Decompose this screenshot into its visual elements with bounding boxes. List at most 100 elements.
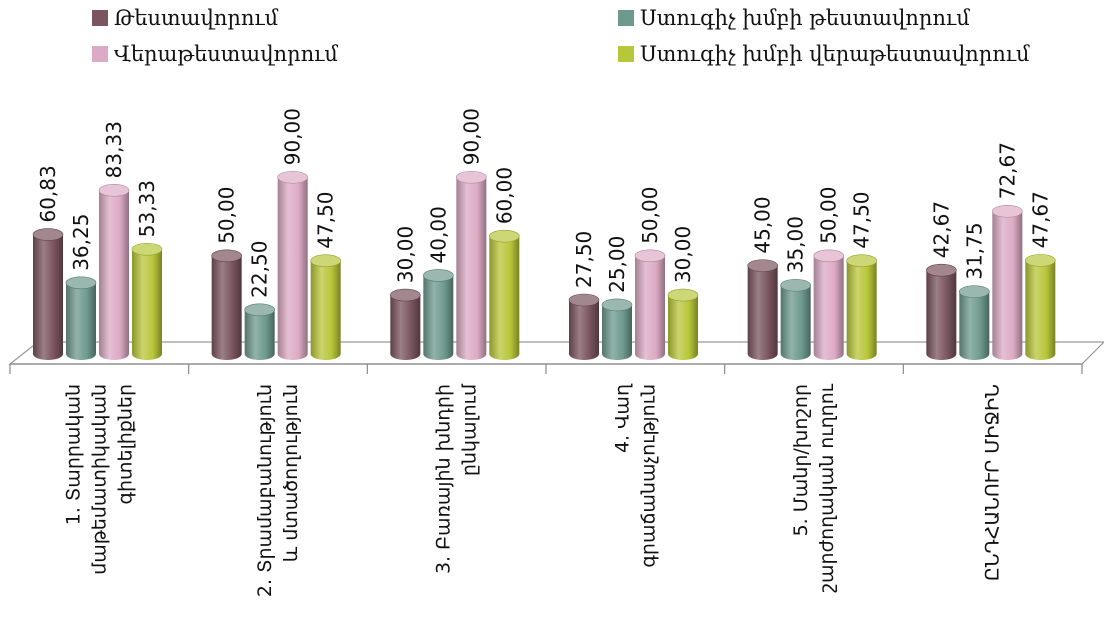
bar-top <box>667 288 699 302</box>
category-label-line: ընկալում <box>459 383 481 476</box>
legend-label-2: Ստուգիչ խմբի թեստավորում <box>640 6 970 30</box>
value-label-1-2: 50,00 <box>215 187 239 244</box>
value-label-3-2: 90,00 <box>281 108 305 165</box>
value-labels: 60,83 36,25 83,33 53,33 50,00 22,50 90,00 47,50… <box>36 108 1052 298</box>
value-label-4-5: 47,50 <box>850 191 874 248</box>
category-label-2: 2. Տրամաբանություն և մտածողություն <box>254 384 302 597</box>
value-label-1-6: 42,67 <box>929 201 953 258</box>
bar-body <box>132 249 162 360</box>
legend-item-4: Ստուգիչ խմբի վերաթեստավորում <box>618 42 1030 66</box>
bar-body <box>244 309 275 360</box>
value-label-4-6: 47,67 <box>1028 191 1052 248</box>
bar-top <box>1025 254 1056 267</box>
value-label-1-5: 45,00 <box>751 196 775 253</box>
value-label-1-3: 30,00 <box>393 226 417 283</box>
bar-body <box>277 177 308 360</box>
bar-body <box>569 299 599 360</box>
bar-top <box>959 285 990 298</box>
legend-label-1: Թեստավորում <box>114 6 279 30</box>
category-label-6: ԸՆԴՀԱՆՈՒՐ ՄԻՋԻՆ <box>982 384 1004 581</box>
bar-body <box>602 304 632 360</box>
value-label-3-3: 90,00 <box>459 108 483 165</box>
bar-top <box>634 249 666 263</box>
category-label-line: շարժողական ուղղու <box>816 383 838 592</box>
bar-body <box>747 265 778 360</box>
value-label-2-6: 31,75 <box>962 222 986 279</box>
bar-3-4 <box>634 249 666 360</box>
value-label-2-2: 22,50 <box>248 241 272 298</box>
bar-top <box>390 288 421 302</box>
bar-body <box>992 211 1023 360</box>
legend-label-3: Վերաթեստավորում <box>114 42 338 66</box>
bar-body <box>780 285 811 360</box>
bar-top <box>277 170 308 184</box>
bar-1-3 <box>390 288 421 360</box>
category-label-line: գիտելիքներ <box>114 384 136 505</box>
bar-2-2 <box>244 303 275 360</box>
bars <box>32 170 1056 360</box>
bar-1-4 <box>568 293 600 360</box>
bar-1-5 <box>747 259 778 360</box>
bar-body <box>33 234 63 360</box>
bar-4-6 <box>1025 254 1056 360</box>
bar-top <box>244 303 275 317</box>
bar-body <box>423 275 454 360</box>
value-label-3-6: 72,67 <box>995 142 1019 199</box>
legend-label-4: Ստուգիչ խմբի վերաթեստավորում <box>640 42 1030 66</box>
bar-top <box>310 254 341 268</box>
category-label-line: 4. Վաղ <box>611 383 633 453</box>
category-label-line: ԸՆԴՀԱՆՈՒՐ ՄԻՋԻՆ <box>982 384 1004 581</box>
bar-4-1 <box>131 242 163 360</box>
bar-body <box>310 260 341 360</box>
legend-item-1: Թեստավորում <box>92 6 278 30</box>
category-label-1: 1. Տարրական մաթեմատիկական գիտելիքներ <box>62 384 136 575</box>
bar-body <box>926 270 957 360</box>
bar-body <box>456 177 487 360</box>
value-label-3-1: 83,33 <box>102 121 126 178</box>
legend-swatch-2 <box>618 10 634 26</box>
bar-top <box>65 276 97 290</box>
bar-2-3 <box>423 269 454 360</box>
bar-top <box>32 228 64 241</box>
bar-3-2 <box>277 170 308 360</box>
bar-body <box>846 260 877 360</box>
value-label-4-1: 53,33 <box>135 180 159 237</box>
legend-item-3: Վերաթեստավորում <box>92 42 338 66</box>
bar-3-1 <box>98 184 130 360</box>
bar-top <box>568 293 600 307</box>
bar-body <box>813 255 844 360</box>
value-label-2-4: 25,00 <box>605 236 629 293</box>
bar-top <box>211 249 242 263</box>
bar-top <box>846 254 877 268</box>
bar-body <box>1025 260 1056 360</box>
category-labels: 1. Տարրական մաթեմատիկական գիտելիքներ 2. Տրա… <box>62 383 1003 597</box>
bar-top <box>780 278 811 292</box>
bar-top <box>813 249 844 263</box>
bar-3-5 <box>813 249 844 360</box>
bar-top <box>131 242 163 256</box>
legend-item-2: Ստուգիչ խմբի թեստավորում <box>618 6 970 30</box>
value-label-4-3: 60,00 <box>492 167 516 224</box>
category-label-line: 3. Բառային խնդրի <box>433 384 455 574</box>
value-label-2-1: 36,25 <box>69 214 93 271</box>
bar-3-3 <box>456 170 487 360</box>
category-label-3: 3. Բառային խնդրի ընկալում <box>433 383 481 574</box>
bar-top <box>489 229 520 243</box>
category-label-line: 2. Տրամաբանություն <box>254 384 276 597</box>
bar-4-2 <box>310 254 341 360</box>
bar-2-1 <box>65 276 97 360</box>
bar-body <box>66 282 96 360</box>
bar-body <box>390 295 421 360</box>
value-label-4-2: 47,50 <box>314 191 338 248</box>
bar-top <box>98 184 130 197</box>
category-label-line: մաթեմատիկական <box>88 384 110 575</box>
bar-body <box>99 190 129 360</box>
bar-body <box>959 291 990 360</box>
bar-1-6 <box>926 263 957 360</box>
bar-2-6 <box>959 285 990 360</box>
bar-top <box>456 170 487 184</box>
bar-2-5 <box>780 278 811 360</box>
value-label-1-1: 60,83 <box>36 165 60 222</box>
bar-4-4 <box>667 288 699 360</box>
